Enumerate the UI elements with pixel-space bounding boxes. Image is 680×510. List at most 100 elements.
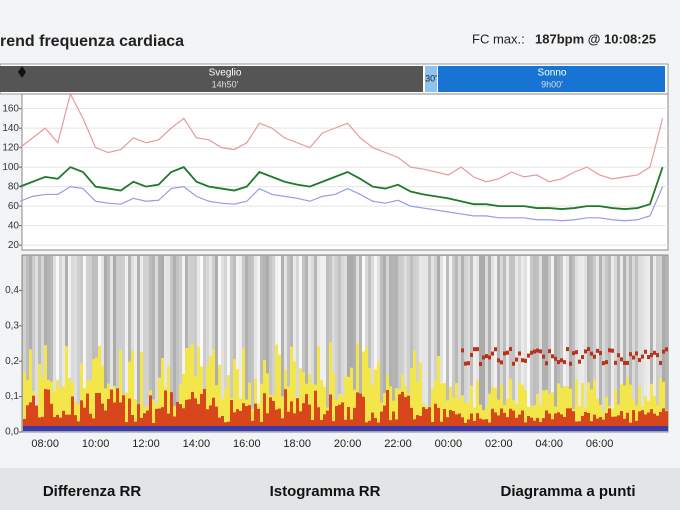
phase-transition[interactable] bbox=[425, 66, 437, 92]
spectrogram-band bbox=[479, 404, 482, 431]
spectrogram-band bbox=[251, 426, 254, 431]
spectrogram-column bbox=[308, 256, 311, 431]
spectrogram-band bbox=[542, 390, 545, 431]
spectrogram-band bbox=[449, 426, 452, 431]
spectrogram-band bbox=[572, 351, 575, 356]
spectrogram-band bbox=[590, 426, 593, 431]
spectrogram-band bbox=[482, 419, 485, 431]
spectrogram-band bbox=[485, 419, 488, 431]
spectrogram-band bbox=[23, 371, 26, 431]
spectrogram-band bbox=[509, 426, 512, 431]
spectrogram-band bbox=[299, 368, 302, 431]
spectrogram-band bbox=[569, 408, 572, 431]
marker bbox=[18, 66, 26, 78]
spectrogram-band bbox=[266, 413, 269, 431]
y-tick-label: 60 bbox=[8, 201, 20, 212]
spectrogram-band bbox=[497, 358, 500, 363]
tab[interactable]: Differenza RR bbox=[43, 483, 142, 500]
tab[interactable]: Diagramma a punti bbox=[500, 483, 635, 500]
spectrogram-column bbox=[59, 256, 62, 431]
spectrogram-column bbox=[200, 256, 203, 431]
spectrogram-band bbox=[140, 417, 143, 431]
spectrogram-band bbox=[602, 426, 605, 431]
spectrogram-band bbox=[599, 417, 602, 431]
spectrogram-band bbox=[53, 417, 56, 431]
spectrogram-band bbox=[473, 407, 476, 431]
spectrogram-band bbox=[476, 426, 479, 431]
spectrogram-band bbox=[554, 426, 557, 431]
phase-label: Sonno bbox=[538, 68, 567, 79]
spectrogram-band bbox=[38, 417, 41, 431]
spectrogram-column bbox=[587, 256, 590, 431]
spectrogram-column bbox=[398, 256, 401, 431]
spectrogram-band bbox=[596, 426, 599, 431]
spectrogram-band bbox=[212, 397, 215, 431]
spectrogram-band bbox=[44, 426, 47, 431]
spectrogram-column bbox=[260, 256, 263, 431]
spectrogram-band bbox=[305, 426, 308, 431]
spectrogram-band bbox=[392, 411, 395, 431]
spectrogram-band bbox=[320, 380, 323, 431]
tab[interactable]: Istogramma RR bbox=[270, 483, 381, 500]
spectrogram-band bbox=[353, 426, 356, 431]
spectrogram-band bbox=[422, 407, 425, 431]
spectrogram-band bbox=[92, 418, 95, 431]
spectrogram-band bbox=[113, 402, 116, 431]
spectrogram-column bbox=[596, 256, 599, 431]
spectrogram-band bbox=[506, 426, 509, 431]
spectrogram-band bbox=[128, 398, 131, 431]
spectrogram-band bbox=[65, 426, 68, 431]
spectrogram-column bbox=[590, 256, 593, 431]
spectrogram-band bbox=[524, 426, 527, 431]
spectrogram-band bbox=[419, 362, 422, 431]
spectrogram-band bbox=[389, 426, 392, 431]
spectrogram-band bbox=[233, 412, 236, 431]
spectrogram-band bbox=[206, 426, 209, 431]
spectrogram-band bbox=[647, 426, 650, 431]
phase-label: 30' bbox=[425, 73, 437, 83]
spectrogram-band bbox=[182, 426, 185, 431]
spectrogram-band bbox=[335, 426, 338, 431]
spectrogram-band bbox=[611, 426, 614, 431]
spectrogram-band bbox=[332, 426, 335, 431]
spectrogram-column bbox=[311, 256, 314, 431]
spectrogram-band bbox=[347, 426, 350, 431]
spectrogram-band bbox=[230, 399, 233, 431]
spectrogram-band bbox=[374, 369, 377, 431]
spectrogram-band bbox=[368, 426, 371, 431]
spectrogram-band bbox=[35, 426, 38, 431]
spectrogram-column bbox=[116, 256, 119, 431]
y-tick-label: 140 bbox=[2, 123, 19, 134]
spectrogram-band bbox=[506, 417, 509, 431]
spectrogram-column bbox=[47, 256, 50, 431]
spectrogram-band bbox=[581, 415, 584, 431]
spectrogram-band bbox=[599, 426, 602, 431]
spectrogram-band bbox=[608, 348, 611, 353]
phase-awake[interactable] bbox=[0, 66, 423, 92]
spectrogram-band bbox=[368, 367, 371, 431]
spectrogram-column bbox=[251, 256, 254, 431]
spectrogram-band bbox=[269, 426, 272, 431]
spectrogram-band bbox=[656, 353, 659, 358]
spectrogram-band bbox=[161, 407, 164, 431]
spectrogram-column bbox=[68, 256, 71, 431]
spectrogram-band bbox=[497, 415, 500, 431]
spectrogram-band bbox=[404, 397, 407, 431]
spectrogram-column bbox=[227, 256, 230, 431]
spectrogram-band bbox=[659, 377, 662, 431]
spectrogram-band bbox=[413, 350, 416, 431]
spectrogram-column bbox=[446, 256, 449, 431]
spectrogram-band bbox=[251, 409, 254, 431]
spectrogram-band bbox=[236, 426, 239, 431]
spectrogram-band bbox=[194, 426, 197, 431]
spectrogram-column bbox=[182, 256, 185, 431]
spectrogram-column bbox=[356, 256, 359, 431]
spectrogram-column bbox=[473, 256, 476, 431]
spectrogram-band bbox=[503, 412, 506, 431]
spectrogram-band bbox=[155, 426, 158, 431]
spectrogram-band bbox=[62, 410, 65, 431]
spectrogram-band bbox=[293, 361, 296, 431]
spectrogram-column bbox=[386, 256, 389, 431]
spectrogram-column bbox=[644, 256, 647, 431]
phase-sleep[interactable] bbox=[438, 66, 665, 92]
